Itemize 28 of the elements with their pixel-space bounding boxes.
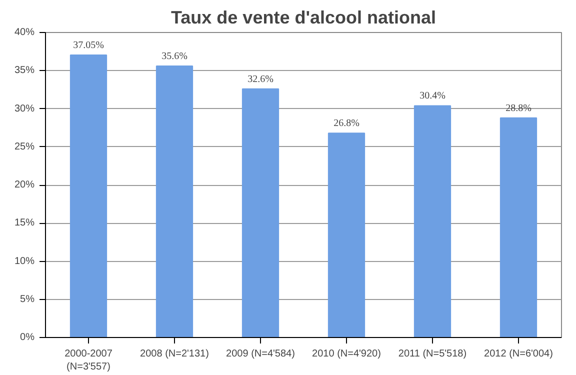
chart-title: Taux de vente d'alcool national bbox=[171, 8, 436, 28]
data-label: 26.8% bbox=[334, 118, 360, 130]
bar bbox=[328, 132, 366, 338]
bar bbox=[500, 117, 538, 338]
x-tick-label: 2008 (N=2'131) bbox=[140, 348, 209, 360]
x-tick-label: 2011 (N=5'518) bbox=[398, 348, 467, 360]
y-tick-label: 5% bbox=[20, 294, 35, 305]
data-label: 32.6% bbox=[248, 74, 274, 85]
data-label: 30.4% bbox=[420, 90, 446, 102]
bar bbox=[414, 105, 452, 338]
x-tick-label: 2009 (N=4'584) bbox=[226, 348, 295, 360]
y-tick-label: 40% bbox=[14, 27, 35, 38]
x-tick-label: 2000-2007 (N=3'557) bbox=[64, 348, 113, 373]
bar bbox=[242, 88, 280, 338]
data-label: 28.8% bbox=[506, 102, 532, 114]
y-tick-label: 10% bbox=[14, 256, 35, 267]
y-tick-label: 35% bbox=[14, 65, 35, 76]
y-tick-label: 0% bbox=[20, 332, 35, 343]
data-label: 37.05% bbox=[73, 40, 104, 51]
y-tick-label: 25% bbox=[14, 141, 35, 152]
bar bbox=[156, 66, 194, 338]
x-tick-label: 2012 (N=6'004) bbox=[484, 348, 553, 360]
x-tick-label: 2010 (N=4'920) bbox=[312, 348, 381, 360]
y-tick-label: 30% bbox=[14, 103, 35, 114]
bar bbox=[70, 54, 108, 338]
y-tick-label: 20% bbox=[14, 180, 35, 190]
y-tick-label: 15% bbox=[14, 218, 35, 229]
data-label: 35.6% bbox=[162, 51, 188, 62]
